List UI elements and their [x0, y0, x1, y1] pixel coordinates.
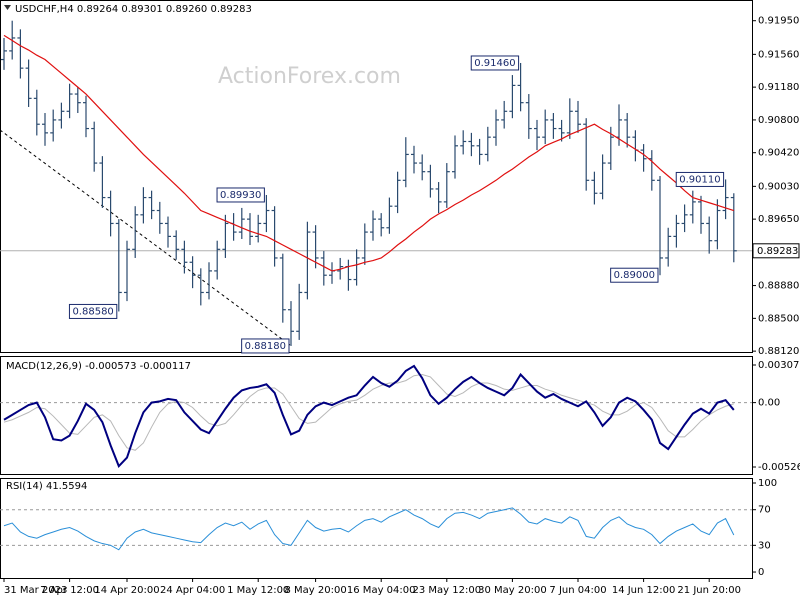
y-tick-label: 0.90030 [758, 181, 799, 192]
rsi-label: RSI(14) 41.5594 [6, 481, 87, 492]
x-tick-label: 30 May 20:00 [478, 585, 547, 596]
y-tick-label: 0 [758, 567, 764, 578]
annotation-label: 0.89000 [614, 270, 655, 281]
main-panel [0, 0, 753, 353]
y-tick-label: 0.91560 [758, 49, 799, 60]
rsi-line [3, 507, 735, 551]
trend-line [0, 129, 291, 346]
x-tick-label: 7 Jun 04:00 [549, 585, 606, 596]
x-tick-label: 21 Jun 20:00 [677, 585, 741, 596]
y-tick-label: 0.00 [758, 398, 780, 409]
macd-panel [0, 356, 753, 475]
last-price-box [752, 243, 800, 259]
x-tick-label: 1 May 12:00 [227, 585, 289, 596]
x-tick-label: 16 May 04:00 [347, 585, 416, 596]
y-tick-label: 0.91950 [758, 16, 799, 27]
header-icon [4, 5, 11, 10]
x-tick-label: 24 Apr 04:00 [160, 585, 225, 596]
y-tick-label: 0.003078 [758, 360, 800, 371]
annotation-label: 0.90110 [679, 174, 720, 185]
x-tick-label: 23 May 12:00 [413, 585, 482, 596]
chart-title: USDCHF,H4 0.89264 0.89301 0.89260 0.8928… [15, 4, 252, 15]
y-tick-label: 0.88500 [758, 313, 799, 324]
macd-label: MACD(12,26,9) -0.000573 -0.000117 [6, 361, 191, 372]
annotation-label: 0.88180 [245, 341, 286, 352]
last-price-label: 0.89283 [757, 246, 798, 257]
annotation-box [470, 55, 520, 71]
watermark: ActionForex.com [218, 64, 401, 89]
y-tick-label: 0.90800 [758, 115, 799, 126]
x-tick-label: 14 Apr 20:00 [94, 585, 159, 596]
x-tick-label: 31 Mar 2023 [4, 585, 67, 596]
x-tick-label: 14 Jun 12:00 [612, 585, 676, 596]
annotation-label: 0.91460 [474, 58, 515, 69]
y-tick-label: 100 [758, 478, 777, 489]
moving-average [3, 34, 734, 272]
annotation-box [68, 303, 118, 319]
y-tick-label: 30 [758, 540, 771, 551]
annotation-box [241, 338, 290, 354]
macd-line [3, 364, 735, 468]
rsi-panel [0, 478, 753, 579]
annotation-box [610, 267, 659, 283]
y-tick-label: 0.88880 [758, 281, 799, 292]
x-tick-label: 8 May 20:00 [284, 585, 346, 596]
annotation-label: 0.89930 [220, 190, 261, 201]
x-tick-label: 7 Apr 12:00 [40, 585, 99, 596]
annotation-label: 0.88580 [72, 306, 113, 317]
y-tick-label: 0.91180 [758, 82, 799, 93]
y-tick-label: 0.90420 [758, 148, 799, 159]
annotation-box [675, 171, 725, 187]
y-tick-label: 0.89650 [758, 214, 799, 225]
y-tick-label: -0.005268 [758, 462, 800, 473]
annotation-box [216, 187, 265, 203]
y-tick-label: 0.88120 [758, 346, 799, 357]
y-tick-label: 70 [758, 505, 771, 516]
